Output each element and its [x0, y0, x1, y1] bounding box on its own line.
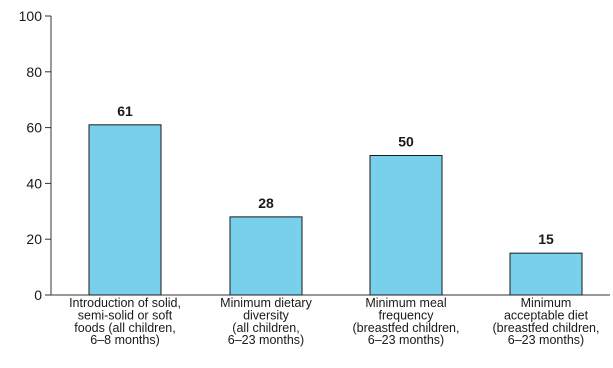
category-label-line: Introduction of solid,: [69, 296, 181, 310]
bar: [88, 124, 162, 296]
category-label-line: diversity: [243, 308, 290, 322]
category-label: Minimum meal frequency (breastfed children…: [352, 296, 459, 347]
category-label-line: 6–23 months): [368, 333, 444, 347]
data-label: 28: [258, 195, 274, 211]
category-label: Minimum acceptable diet (breastfed childre…: [492, 296, 599, 347]
category-label-line: 6–8 months): [90, 333, 159, 347]
bar: [509, 252, 583, 296]
data-label: 61: [117, 103, 133, 119]
y-tick-label: 60: [26, 120, 42, 136]
category-label: Minimum dietary diversity (all children, 6–…: [220, 296, 312, 347]
category-label-line: (all children,: [232, 321, 299, 335]
category-label-line: Minimum dietary: [220, 296, 312, 310]
category-label: Introduction of solid, semi-solid or soft…: [69, 296, 181, 347]
bar: [229, 216, 303, 296]
y-tick-label: 0: [34, 287, 42, 303]
category-label-line: frequency: [379, 308, 435, 322]
category-label-line: 6–23 months): [508, 333, 584, 347]
data-label: 50: [398, 134, 414, 150]
y-axis: 0 20 40 60 80 100: [19, 8, 52, 303]
y-tick-label: 80: [26, 64, 42, 80]
y-tick-label: 100: [19, 8, 43, 24]
bar: [369, 155, 443, 296]
data-labels: 61 28 50 15: [117, 103, 554, 247]
category-label-line: semi-solid or soft: [78, 308, 173, 322]
bars: [88, 124, 583, 296]
y-tick-label: 40: [26, 175, 42, 191]
category-label-line: (breastfed children,: [352, 321, 459, 335]
category-label-line: 6–23 months): [228, 333, 304, 347]
category-label-line: Minimum: [521, 296, 572, 310]
category-labels: Introduction of solid, semi-solid or soft…: [69, 296, 599, 347]
category-label-line: foods (all children,: [74, 321, 175, 335]
category-label-line: acceptable diet: [504, 308, 589, 322]
data-label: 15: [538, 231, 554, 247]
category-label-line: (breastfed children,: [492, 321, 599, 335]
category-label-line: Minimum meal: [365, 296, 446, 310]
y-tick-label: 20: [26, 231, 42, 247]
